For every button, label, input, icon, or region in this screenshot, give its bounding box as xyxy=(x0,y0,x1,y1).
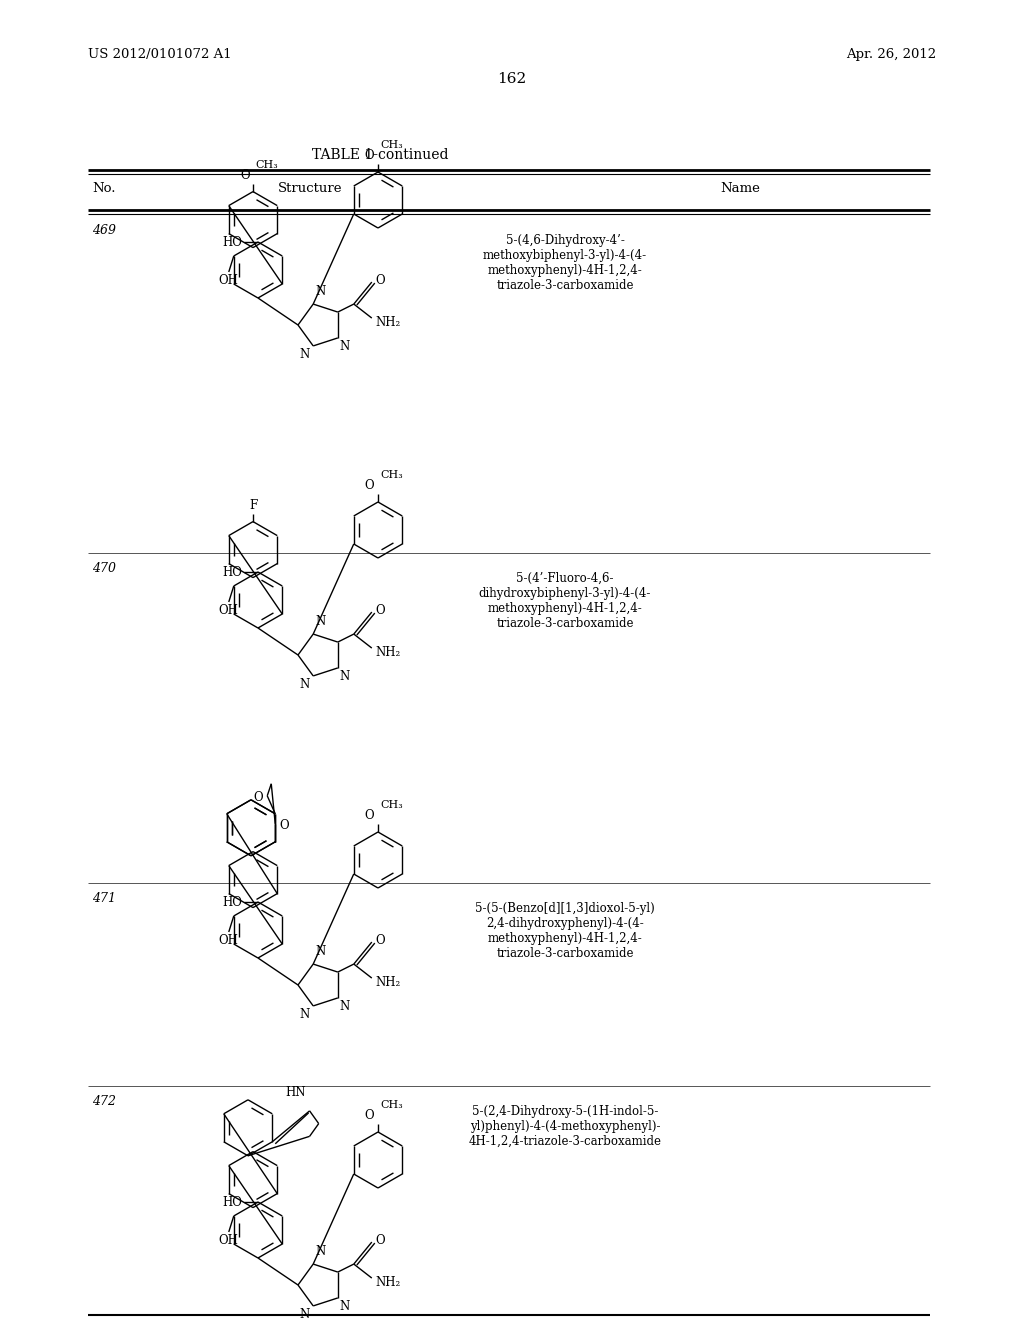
Text: O: O xyxy=(376,1234,385,1246)
Text: HN: HN xyxy=(285,1086,305,1098)
Text: O: O xyxy=(376,933,385,946)
Text: Name: Name xyxy=(720,182,760,195)
Text: CH₃: CH₃ xyxy=(255,160,278,169)
Text: TABLE 1-continued: TABLE 1-continued xyxy=(311,148,449,162)
Text: N: N xyxy=(340,671,350,682)
Text: US 2012/0101072 A1: US 2012/0101072 A1 xyxy=(88,48,231,61)
Text: 471: 471 xyxy=(92,892,116,906)
Text: OH: OH xyxy=(219,275,239,286)
Text: HO: HO xyxy=(222,1196,242,1209)
Text: O: O xyxy=(365,479,374,492)
Text: N: N xyxy=(299,1008,309,1020)
Text: F: F xyxy=(249,499,257,512)
Text: O: O xyxy=(254,791,263,804)
Text: No.: No. xyxy=(92,182,116,195)
Text: 470: 470 xyxy=(92,562,116,576)
Text: 162: 162 xyxy=(498,73,526,86)
Text: OH: OH xyxy=(219,1234,239,1247)
Text: HO: HO xyxy=(222,565,242,578)
Text: CH₃: CH₃ xyxy=(380,470,402,480)
Text: NH₂: NH₂ xyxy=(376,975,401,989)
Text: N: N xyxy=(315,285,326,298)
Text: N: N xyxy=(315,945,326,958)
Text: HO: HO xyxy=(222,235,242,248)
Text: O: O xyxy=(365,1109,374,1122)
Text: CH₃: CH₃ xyxy=(380,1100,402,1110)
Text: N: N xyxy=(299,678,309,690)
Text: O: O xyxy=(376,603,385,616)
Text: O: O xyxy=(376,273,385,286)
Text: 469: 469 xyxy=(92,224,116,238)
Text: OH: OH xyxy=(219,605,239,616)
Text: N: N xyxy=(340,341,350,352)
Text: O: O xyxy=(280,820,289,833)
Text: OH: OH xyxy=(219,935,239,946)
Text: O: O xyxy=(365,149,374,162)
Text: N: N xyxy=(299,348,309,360)
Text: 472: 472 xyxy=(92,1096,116,1107)
Text: N: N xyxy=(315,615,326,628)
Text: O: O xyxy=(241,169,250,182)
Text: HO: HO xyxy=(222,895,242,908)
Text: 5-(2,4-Dihydroxy-5-(1H-indol-5-
yl)phenyl)-4-(4-methoxyphenyl)-
4H-1,2,4-triazol: 5-(2,4-Dihydroxy-5-(1H-indol-5- yl)pheny… xyxy=(469,1105,662,1148)
Text: O: O xyxy=(365,809,374,822)
Text: Apr. 26, 2012: Apr. 26, 2012 xyxy=(846,48,936,61)
Text: Structure: Structure xyxy=(278,182,342,195)
Text: NH₂: NH₂ xyxy=(376,645,401,659)
Text: NH₂: NH₂ xyxy=(376,315,401,329)
Text: 5-(4,6-Dihydroxy-4’-
methoxybiphenyl-3-yl)-4-(4-
methoxyphenyl)-4H-1,2,4-
triazo: 5-(4,6-Dihydroxy-4’- methoxybiphenyl-3-y… xyxy=(483,234,647,292)
Text: N: N xyxy=(299,1308,309,1320)
Text: CH₃: CH₃ xyxy=(380,800,402,810)
Text: 5-(4’-Fluoro-4,6-
dihydroxybiphenyl-3-yl)-4-(4-
methoxyphenyl)-4H-1,2,4-
triazol: 5-(4’-Fluoro-4,6- dihydroxybiphenyl-3-yl… xyxy=(479,572,651,630)
Text: CH₃: CH₃ xyxy=(380,140,402,150)
Text: N: N xyxy=(315,1245,326,1258)
Text: N: N xyxy=(340,1001,350,1012)
Text: N: N xyxy=(340,1300,350,1313)
Text: 5-(5-(Benzo[d][1,3]dioxol-5-yl)
2,4-dihydroxyphenyl)-4-(4-
methoxyphenyl)-4H-1,2: 5-(5-(Benzo[d][1,3]dioxol-5-yl) 2,4-dihy… xyxy=(475,902,655,960)
Text: NH₂: NH₂ xyxy=(376,1275,401,1288)
